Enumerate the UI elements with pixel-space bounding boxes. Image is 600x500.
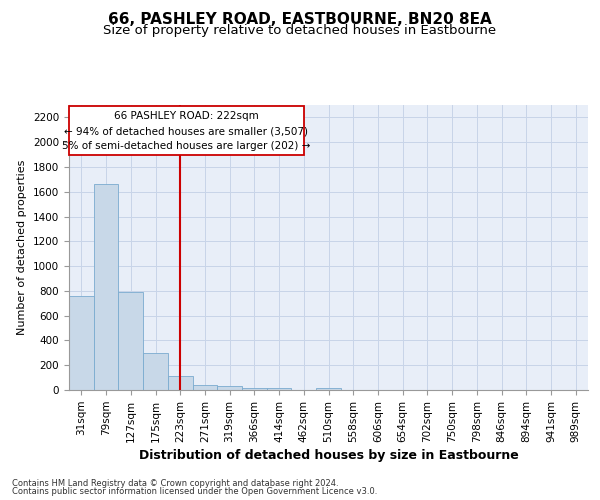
Text: Contains public sector information licensed under the Open Government Licence v3: Contains public sector information licen…	[12, 487, 377, 496]
Text: 66, PASHLEY ROAD, EASTBOURNE, BN20 8EA: 66, PASHLEY ROAD, EASTBOURNE, BN20 8EA	[108, 12, 492, 28]
Bar	[267, 388, 292, 390]
Bar	[168, 376, 193, 390]
X-axis label: Distribution of detached houses by size in Eastbourne: Distribution of detached houses by size …	[139, 449, 518, 462]
Bar	[94, 184, 118, 390]
Bar	[143, 353, 168, 390]
Text: ← 94% of detached houses are smaller (3,507): ← 94% of detached houses are smaller (3,…	[64, 126, 308, 136]
Bar	[69, 296, 94, 390]
Text: Size of property relative to detached houses in Eastbourne: Size of property relative to detached ho…	[103, 24, 497, 37]
Text: 5% of semi-detached houses are larger (202) →: 5% of semi-detached houses are larger (2…	[62, 141, 311, 151]
Bar	[118, 292, 143, 390]
Bar	[193, 385, 217, 390]
FancyBboxPatch shape	[69, 106, 304, 154]
Text: 66 PASHLEY ROAD: 222sqm: 66 PASHLEY ROAD: 222sqm	[114, 111, 259, 121]
Text: Contains HM Land Registry data © Crown copyright and database right 2024.: Contains HM Land Registry data © Crown c…	[12, 478, 338, 488]
Bar	[242, 388, 267, 390]
Bar	[316, 388, 341, 390]
Bar	[217, 386, 242, 390]
Y-axis label: Number of detached properties: Number of detached properties	[17, 160, 28, 335]
